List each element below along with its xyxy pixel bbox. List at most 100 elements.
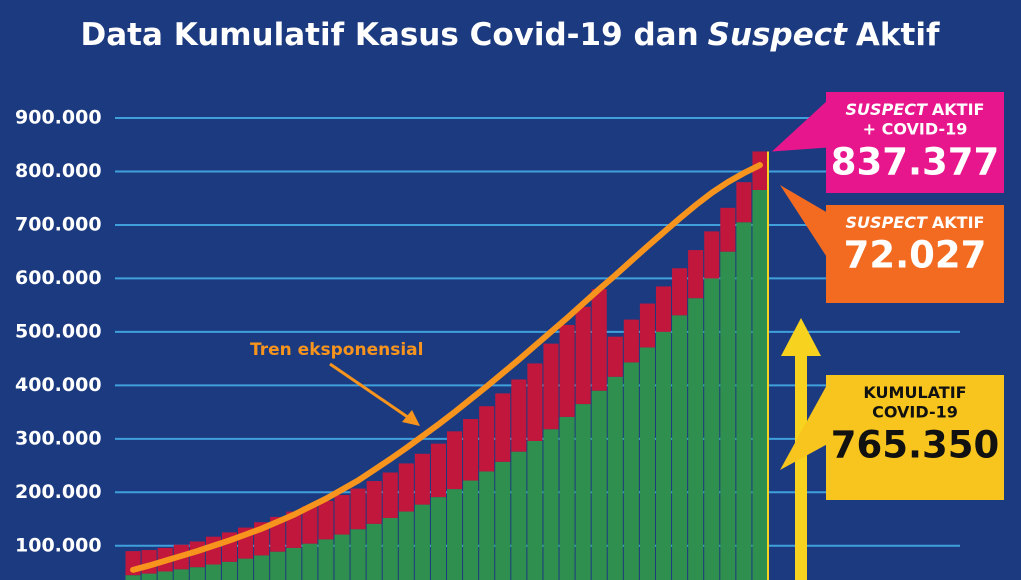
bar-segment xyxy=(704,278,720,580)
callout-title-rest: AKTIF xyxy=(932,213,985,232)
bar-segment xyxy=(141,573,157,580)
bar-segment xyxy=(125,575,141,580)
y-tick-label: 600.000 xyxy=(15,267,102,289)
bar-segment xyxy=(639,303,655,348)
y-tick-label: 200.000 xyxy=(15,481,102,503)
bar-segment xyxy=(736,182,752,223)
bar-segment xyxy=(414,453,430,505)
bar-segment xyxy=(591,390,607,580)
bar-segment xyxy=(752,190,768,580)
trend-arrowhead xyxy=(402,410,420,426)
bar-segment xyxy=(688,298,704,580)
bar-segment xyxy=(559,416,575,580)
callout-value: 765.350 xyxy=(831,424,1000,467)
bar-segment xyxy=(366,523,382,580)
bar-segment xyxy=(511,379,527,452)
bar-segment xyxy=(559,324,575,417)
title-part: Suspect xyxy=(708,17,848,53)
bar-segment xyxy=(414,504,430,580)
callout-title: SUSPECT AKTIF xyxy=(846,100,985,119)
bar-segment xyxy=(655,286,672,332)
bar-segment xyxy=(639,347,655,580)
bar-segment xyxy=(286,511,302,548)
bar-segment xyxy=(527,440,543,580)
callout-subtitle: + COVID-19 xyxy=(863,120,968,139)
up-arrow-shaft xyxy=(795,350,807,580)
trend-arrow xyxy=(329,362,413,422)
bar-segment xyxy=(688,250,704,299)
callout-title-rest: AKTIF xyxy=(932,100,985,119)
bar-segment xyxy=(623,362,639,580)
up-arrow-head xyxy=(781,318,821,356)
callout-subtitle: COVID-19 xyxy=(872,403,958,422)
callout-title-rest: KUMULATIF xyxy=(863,383,966,402)
callout-value: 72.027 xyxy=(844,234,987,277)
y-tick-label: 700.000 xyxy=(15,213,102,235)
bar-segment xyxy=(720,207,736,252)
bar-segment xyxy=(382,517,398,580)
bar-segment xyxy=(704,231,720,279)
bar-segment xyxy=(511,451,527,580)
bar-segment xyxy=(463,480,479,580)
callout-pointer xyxy=(772,100,828,152)
callout-pointer xyxy=(780,185,828,259)
bar-segment xyxy=(623,319,639,363)
bar-segment xyxy=(270,551,286,580)
bar-segment xyxy=(350,488,366,530)
bar-segment xyxy=(334,534,350,580)
bar-segment xyxy=(447,489,463,580)
bar-segment xyxy=(479,471,495,580)
bar-segment xyxy=(607,336,623,377)
chart-title: Data Kumulatif Kasus Covid-19 dan Suspect… xyxy=(81,17,940,53)
bar-segment xyxy=(366,481,382,524)
bar-segment xyxy=(254,555,270,580)
bar-segment xyxy=(672,268,688,316)
bar-segment xyxy=(463,419,479,481)
bar-segment xyxy=(752,151,768,191)
bar-segment xyxy=(430,497,446,580)
bar-segment xyxy=(318,539,334,580)
y-tick-label: 800.000 xyxy=(15,160,102,182)
bar-segment xyxy=(495,461,511,580)
bar-segment xyxy=(221,561,238,580)
callout-pointer xyxy=(780,383,828,470)
callout-title-em: SUSPECT xyxy=(846,213,928,232)
bar-segment xyxy=(543,343,559,430)
bar-segment xyxy=(173,569,189,580)
y-tick-label: 900.000 xyxy=(15,107,102,129)
bar-segment xyxy=(398,511,414,580)
bar-segment xyxy=(447,431,463,490)
bar-segment xyxy=(527,363,543,441)
bar-segment xyxy=(672,315,688,580)
bar-segment xyxy=(318,500,334,540)
y-tick-label: 500.000 xyxy=(15,320,102,342)
bar-segment xyxy=(495,393,511,462)
callout-title: KUMULATIF xyxy=(863,383,966,402)
y-tick-label: 100.000 xyxy=(15,534,102,556)
bar-segment xyxy=(286,547,302,580)
bar-segment xyxy=(575,404,591,580)
bar-segment xyxy=(591,289,607,391)
bar-segment xyxy=(607,376,623,580)
bar-segment xyxy=(575,306,591,405)
bar-segment xyxy=(382,472,398,518)
bar-segment xyxy=(205,564,221,580)
bar-segment xyxy=(398,463,414,512)
callout-box xyxy=(826,92,1004,193)
bar-segment xyxy=(736,222,752,580)
callout-value: 837.377 xyxy=(831,141,1000,184)
bar-segment xyxy=(189,567,205,580)
title-part: Data Kumulatif Kasus Covid-19 dan xyxy=(81,17,699,53)
bar-segment xyxy=(655,331,672,580)
callout-title-em: SUSPECT xyxy=(846,100,928,119)
bar-segment xyxy=(479,406,495,472)
y-tick-label: 300.000 xyxy=(15,427,102,449)
bar-segment xyxy=(302,543,318,580)
trend-label: Tren eksponensial xyxy=(250,340,423,360)
bar-segment xyxy=(157,571,173,580)
bar-segment xyxy=(238,558,254,580)
bar-segment xyxy=(350,529,366,580)
trend-line xyxy=(130,162,763,573)
bar-segment xyxy=(302,506,318,544)
